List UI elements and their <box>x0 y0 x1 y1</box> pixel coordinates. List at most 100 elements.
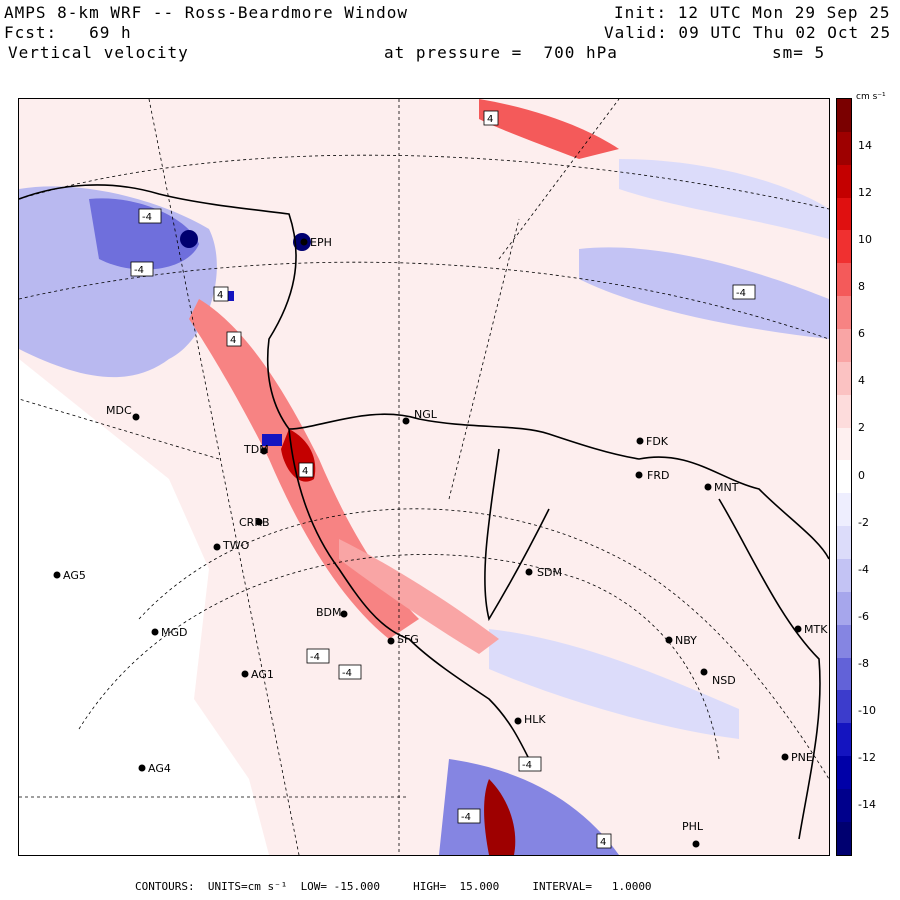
graticule <box>19 99 829 855</box>
colorbar-segment <box>837 197 851 231</box>
colorbar-segment <box>837 756 851 790</box>
colorbar-segment <box>837 230 851 264</box>
smoothing-value: sm= 5 <box>772 43 826 62</box>
station-marker <box>53 571 61 579</box>
station-marker <box>132 413 140 421</box>
station-label: BDM <box>316 606 342 619</box>
contour-label-box <box>298 462 314 478</box>
no-data-region <box>19 359 269 855</box>
colorbar-segment <box>837 394 851 428</box>
contour-label-text: 4 <box>217 290 223 301</box>
station-marker <box>635 471 643 479</box>
station-marker <box>387 637 395 645</box>
colorbar-tick-label: -2 <box>858 516 869 529</box>
station-marker <box>665 636 673 644</box>
station-label: AG5 <box>63 569 86 582</box>
station-marker <box>794 625 802 633</box>
station-marker <box>151 628 159 636</box>
colorbar-segment <box>837 460 851 494</box>
station-label: CRRB <box>239 516 270 529</box>
contour-label-text: -4 <box>342 668 352 679</box>
station-label: FRD <box>647 469 669 482</box>
colorbar-segment <box>837 821 851 855</box>
station-marker <box>260 447 268 455</box>
colorbar-segment <box>837 591 851 625</box>
station-marker <box>700 668 708 676</box>
station-marker <box>781 753 789 761</box>
station-marker <box>300 238 308 246</box>
red-band-central <box>339 539 499 654</box>
station-label: TDM <box>243 443 269 456</box>
station-label: NSD <box>712 674 736 687</box>
model-title: AMPS 8-km WRF -- Ross-Beardmore Window <box>4 3 409 22</box>
colorbar-segment <box>837 789 851 822</box>
station-label: PNE <box>791 751 813 764</box>
contour-label-box <box>213 286 229 302</box>
colorbar-tick-label: -14 <box>858 798 876 811</box>
blue-core-northwest <box>89 198 199 270</box>
contour-label-box <box>338 664 362 680</box>
station-marker <box>704 483 712 491</box>
colorbar-tick-label: 10 <box>858 233 872 246</box>
parallel-arc <box>78 554 720 760</box>
blue-core-3 <box>262 434 282 446</box>
colorbar-tick-label: -10 <box>858 704 876 717</box>
station-marker <box>692 840 700 848</box>
colorbar-segment <box>837 329 851 362</box>
station-marker <box>514 717 522 725</box>
coastline-path <box>718 498 821 840</box>
blue-band-northeast <box>619 159 829 239</box>
station-label: AG4 <box>148 762 171 775</box>
blue-band-east <box>579 247 829 339</box>
station-marker <box>241 670 249 678</box>
contour-label-text: 4 <box>487 114 493 125</box>
colorbar-segment <box>837 657 851 691</box>
forecast-hour: Fcst: 69 h <box>4 23 132 42</box>
contour-label-box <box>518 756 542 772</box>
colorbar-tick-label: 14 <box>858 139 872 152</box>
colorbar-tick-label: -6 <box>858 610 869 623</box>
contour-label-box <box>457 808 481 824</box>
contour-label-box <box>130 261 154 277</box>
station-marker <box>402 417 410 425</box>
parallel-arc <box>19 154 829 210</box>
coastline-path <box>19 184 829 560</box>
contour-label-text: -4 <box>736 288 746 299</box>
stations: MDC NGL FDK FRD MNT TDM CRRB TWO AG5 SDM MGD BDM SFG… <box>53 236 828 848</box>
contour-label-text: -4 <box>310 652 320 663</box>
colorbar <box>836 98 852 856</box>
contour-label-text: -4 <box>134 265 144 276</box>
coastline <box>19 184 829 840</box>
contour-label-box <box>596 833 612 849</box>
colorbar-segment <box>837 131 851 165</box>
colorbar-tick-label: 4 <box>858 374 865 387</box>
colorbar-tick-label: -12 <box>858 751 876 764</box>
contour-label-text: -4 <box>142 212 152 223</box>
colorbar-segment <box>837 263 851 297</box>
colorbar-segment <box>837 690 851 724</box>
valid-time: Valid: 09 UTC Thu 02 Oct 25 <box>604 23 892 42</box>
meridian-line <box>448 218 520 500</box>
coastline-path <box>484 448 550 622</box>
red-core-south <box>484 779 516 855</box>
blue-band-southeast <box>489 629 739 739</box>
colorbar-tick-label: 6 <box>858 327 865 340</box>
station-label: PHL <box>682 820 704 833</box>
station-label: MNT <box>714 481 739 494</box>
station-label: AG1 <box>251 668 274 681</box>
station-label: SDM <box>537 566 562 579</box>
colorbar-tick-label: 0 <box>858 469 865 482</box>
colorbar-segment <box>837 99 851 132</box>
parallel-arc <box>138 508 829 780</box>
colorbar-tick-label: -4 <box>858 563 869 576</box>
colorbar-segment <box>837 427 851 461</box>
contour-label-text: 4 <box>600 837 606 848</box>
pressure-level: at pressure = 700 hPa <box>384 43 618 62</box>
station-marker <box>525 568 533 576</box>
station-label: MDC <box>106 404 132 417</box>
colorbar-segment <box>837 526 851 560</box>
init-time: Init: 12 UTC Mon 29 Sep 25 <box>614 3 891 22</box>
coastline-path <box>288 428 530 760</box>
colorbar-tick-label: 8 <box>858 280 865 293</box>
red-area-north <box>479 99 619 159</box>
